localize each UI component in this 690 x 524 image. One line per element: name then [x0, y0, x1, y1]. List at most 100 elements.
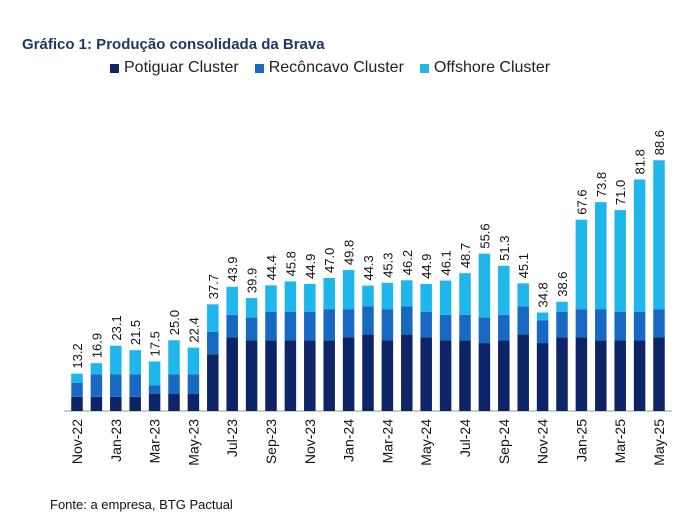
bar-potiguar-Jul-24: [459, 340, 471, 411]
bar-offshore-May-24: [420, 283, 432, 312]
bar-offshore-Jul-24: [459, 273, 471, 315]
data-label-Jun-24: 46.1: [439, 250, 454, 275]
legend-item-potiguar: Potiguar Cluster: [110, 59, 239, 77]
x-tick-Mar-25: Mar-25: [612, 419, 628, 464]
data-label-May-25: 88.6: [652, 130, 667, 155]
bar-reconcavo-Feb-25: [595, 309, 607, 341]
x-tick-Jan-23: Jan-23: [108, 419, 124, 462]
bar-reconcavo-Nov-24: [536, 320, 549, 344]
data-label-Jul-24: 48.7: [458, 243, 473, 268]
bar-potiguar-Mar-25: [614, 340, 626, 411]
bar-potiguar-Aug-24: [478, 343, 491, 411]
bar-reconcavo-Jan-24: [342, 309, 355, 338]
bar-reconcavo-Aug-23: [245, 317, 258, 341]
bar-offshore-Feb-23: [129, 350, 141, 375]
data-label-Jul-23: 43.9: [225, 256, 240, 281]
bar-reconcavo-Dec-22: [90, 374, 103, 397]
bar-offshore-Dec-24: [556, 301, 568, 312]
data-label-Dec-24: 38.6: [555, 271, 570, 296]
chart-title: Gráfico 1: Produção consolidada da Brava: [22, 36, 325, 53]
bar-potiguar-Oct-23: [284, 340, 297, 411]
bar-offshore-Nov-22: [71, 373, 83, 383]
bar-offshore-Jun-23: [207, 304, 219, 332]
legend: Potiguar Cluster Recôncavo Cluster Offsh…: [110, 59, 550, 77]
data-label-Jan-24: 49.8: [342, 240, 357, 265]
bar-reconcavo-Nov-23: [304, 311, 316, 341]
x-tick-Jul-24: Jul-24: [457, 419, 473, 457]
bar-reconcavo-Mar-25: [614, 311, 626, 341]
bar-offshore-Jan-24: [342, 270, 355, 310]
bar-reconcavo-Oct-24: [517, 306, 529, 335]
bar-potiguar-Jun-23: [207, 354, 219, 411]
bar-potiguar-May-25: [653, 337, 665, 411]
bar-potiguar-Jan-25: [575, 337, 588, 411]
legend-swatch-offshore: [419, 63, 429, 73]
bar-reconcavo-Oct-23: [284, 311, 297, 341]
bar-offshore-Jun-24: [439, 280, 452, 315]
bar-offshore-Apr-23: [168, 340, 180, 375]
x-tick-Mar-23: Mar-23: [147, 419, 163, 464]
x-tick-Sep-23: Sep-23: [263, 419, 279, 464]
bar-potiguar-Apr-24: [401, 334, 413, 411]
bar-potiguar-Dec-22: [90, 396, 103, 411]
legend-label-reconcavo: Recôncavo Cluster: [268, 59, 404, 76]
bar-potiguar-Jul-23: [226, 337, 238, 411]
x-tick-Mar-24: Mar-24: [379, 419, 395, 464]
x-tick-May-25: May-25: [651, 419, 667, 466]
legend-item-offshore: Offshore Cluster: [419, 59, 550, 77]
data-label-Dec-22: 16.9: [89, 333, 104, 358]
x-tick-May-23: May-23: [185, 419, 201, 466]
data-label-Apr-23: 25.0: [167, 310, 182, 335]
bar-reconcavo-May-23: [187, 374, 200, 395]
data-label-Mar-25: 71.0: [613, 180, 628, 205]
x-tick-Sep-24: Sep-24: [496, 419, 512, 464]
bar-potiguar-Feb-25: [595, 340, 607, 411]
bar-reconcavo-Jun-23: [207, 331, 219, 355]
bar-potiguar-Feb-23: [129, 396, 141, 411]
bar-reconcavo-Mar-24: [381, 309, 394, 341]
x-tick-Nov-22: Nov-22: [69, 419, 85, 464]
bar-offshore-Feb-25: [595, 202, 607, 310]
bar-reconcavo-Jul-23: [226, 314, 238, 338]
bar-potiguar-Oct-24: [517, 334, 529, 411]
bar-reconcavo-Feb-24: [362, 306, 374, 335]
bar-reconcavo-Dec-23: [323, 309, 335, 341]
bar-potiguar-Apr-23: [168, 394, 180, 411]
data-label-Apr-25: 81.8: [633, 149, 648, 174]
bar-offshore-May-23: [187, 347, 200, 375]
bar-reconcavo-Feb-23: [129, 374, 141, 397]
bar-offshore-Mar-23: [148, 361, 161, 386]
bar-potiguar-Aug-23: [245, 340, 258, 411]
legend-swatch-reconcavo: [254, 63, 264, 73]
data-label-Mar-24: 45.3: [380, 252, 395, 277]
bar-reconcavo-Nov-22: [71, 382, 83, 397]
data-label-Jun-23: 37.7: [206, 274, 221, 299]
data-label-May-24: 44.9: [419, 254, 434, 279]
bar-offshore-Jan-23: [110, 345, 122, 375]
bar-offshore-Aug-24: [478, 253, 491, 318]
bar-offshore-Sep-23: [265, 285, 277, 312]
bar-potiguar-Dec-23: [323, 340, 335, 411]
bar-offshore-Feb-24: [362, 285, 374, 307]
data-label-Sep-24: 51.3: [497, 236, 512, 261]
bar-offshore-Mar-24: [381, 282, 394, 310]
bar-potiguar-Nov-22: [71, 396, 83, 411]
bar-potiguar-Sep-23: [265, 340, 277, 411]
bar-reconcavo-Aug-24: [478, 317, 491, 344]
bar-offshore-Oct-23: [284, 281, 297, 312]
bar-reconcavo-Jan-23: [110, 374, 122, 397]
x-tick-Jan-24: Jan-24: [341, 419, 357, 462]
bar-potiguar-Jan-24: [342, 337, 355, 411]
bar-offshore-Nov-23: [304, 283, 316, 312]
bar-reconcavo-Jun-24: [439, 314, 452, 341]
bar-potiguar-Sep-24: [498, 340, 510, 411]
bar-reconcavo-Jul-24: [459, 314, 471, 341]
bar-offshore-Apr-24: [401, 280, 413, 307]
data-label-Feb-25: 73.8: [594, 172, 609, 197]
source-note: Fonte: a empresa, BTG Pactual: [50, 497, 233, 512]
data-label-Oct-24: 45.1: [516, 253, 531, 278]
data-label-Feb-24: 44.3: [361, 255, 376, 280]
legend-swatch-potiguar: [110, 63, 119, 73]
data-label-Feb-23: 21.5: [128, 320, 143, 345]
